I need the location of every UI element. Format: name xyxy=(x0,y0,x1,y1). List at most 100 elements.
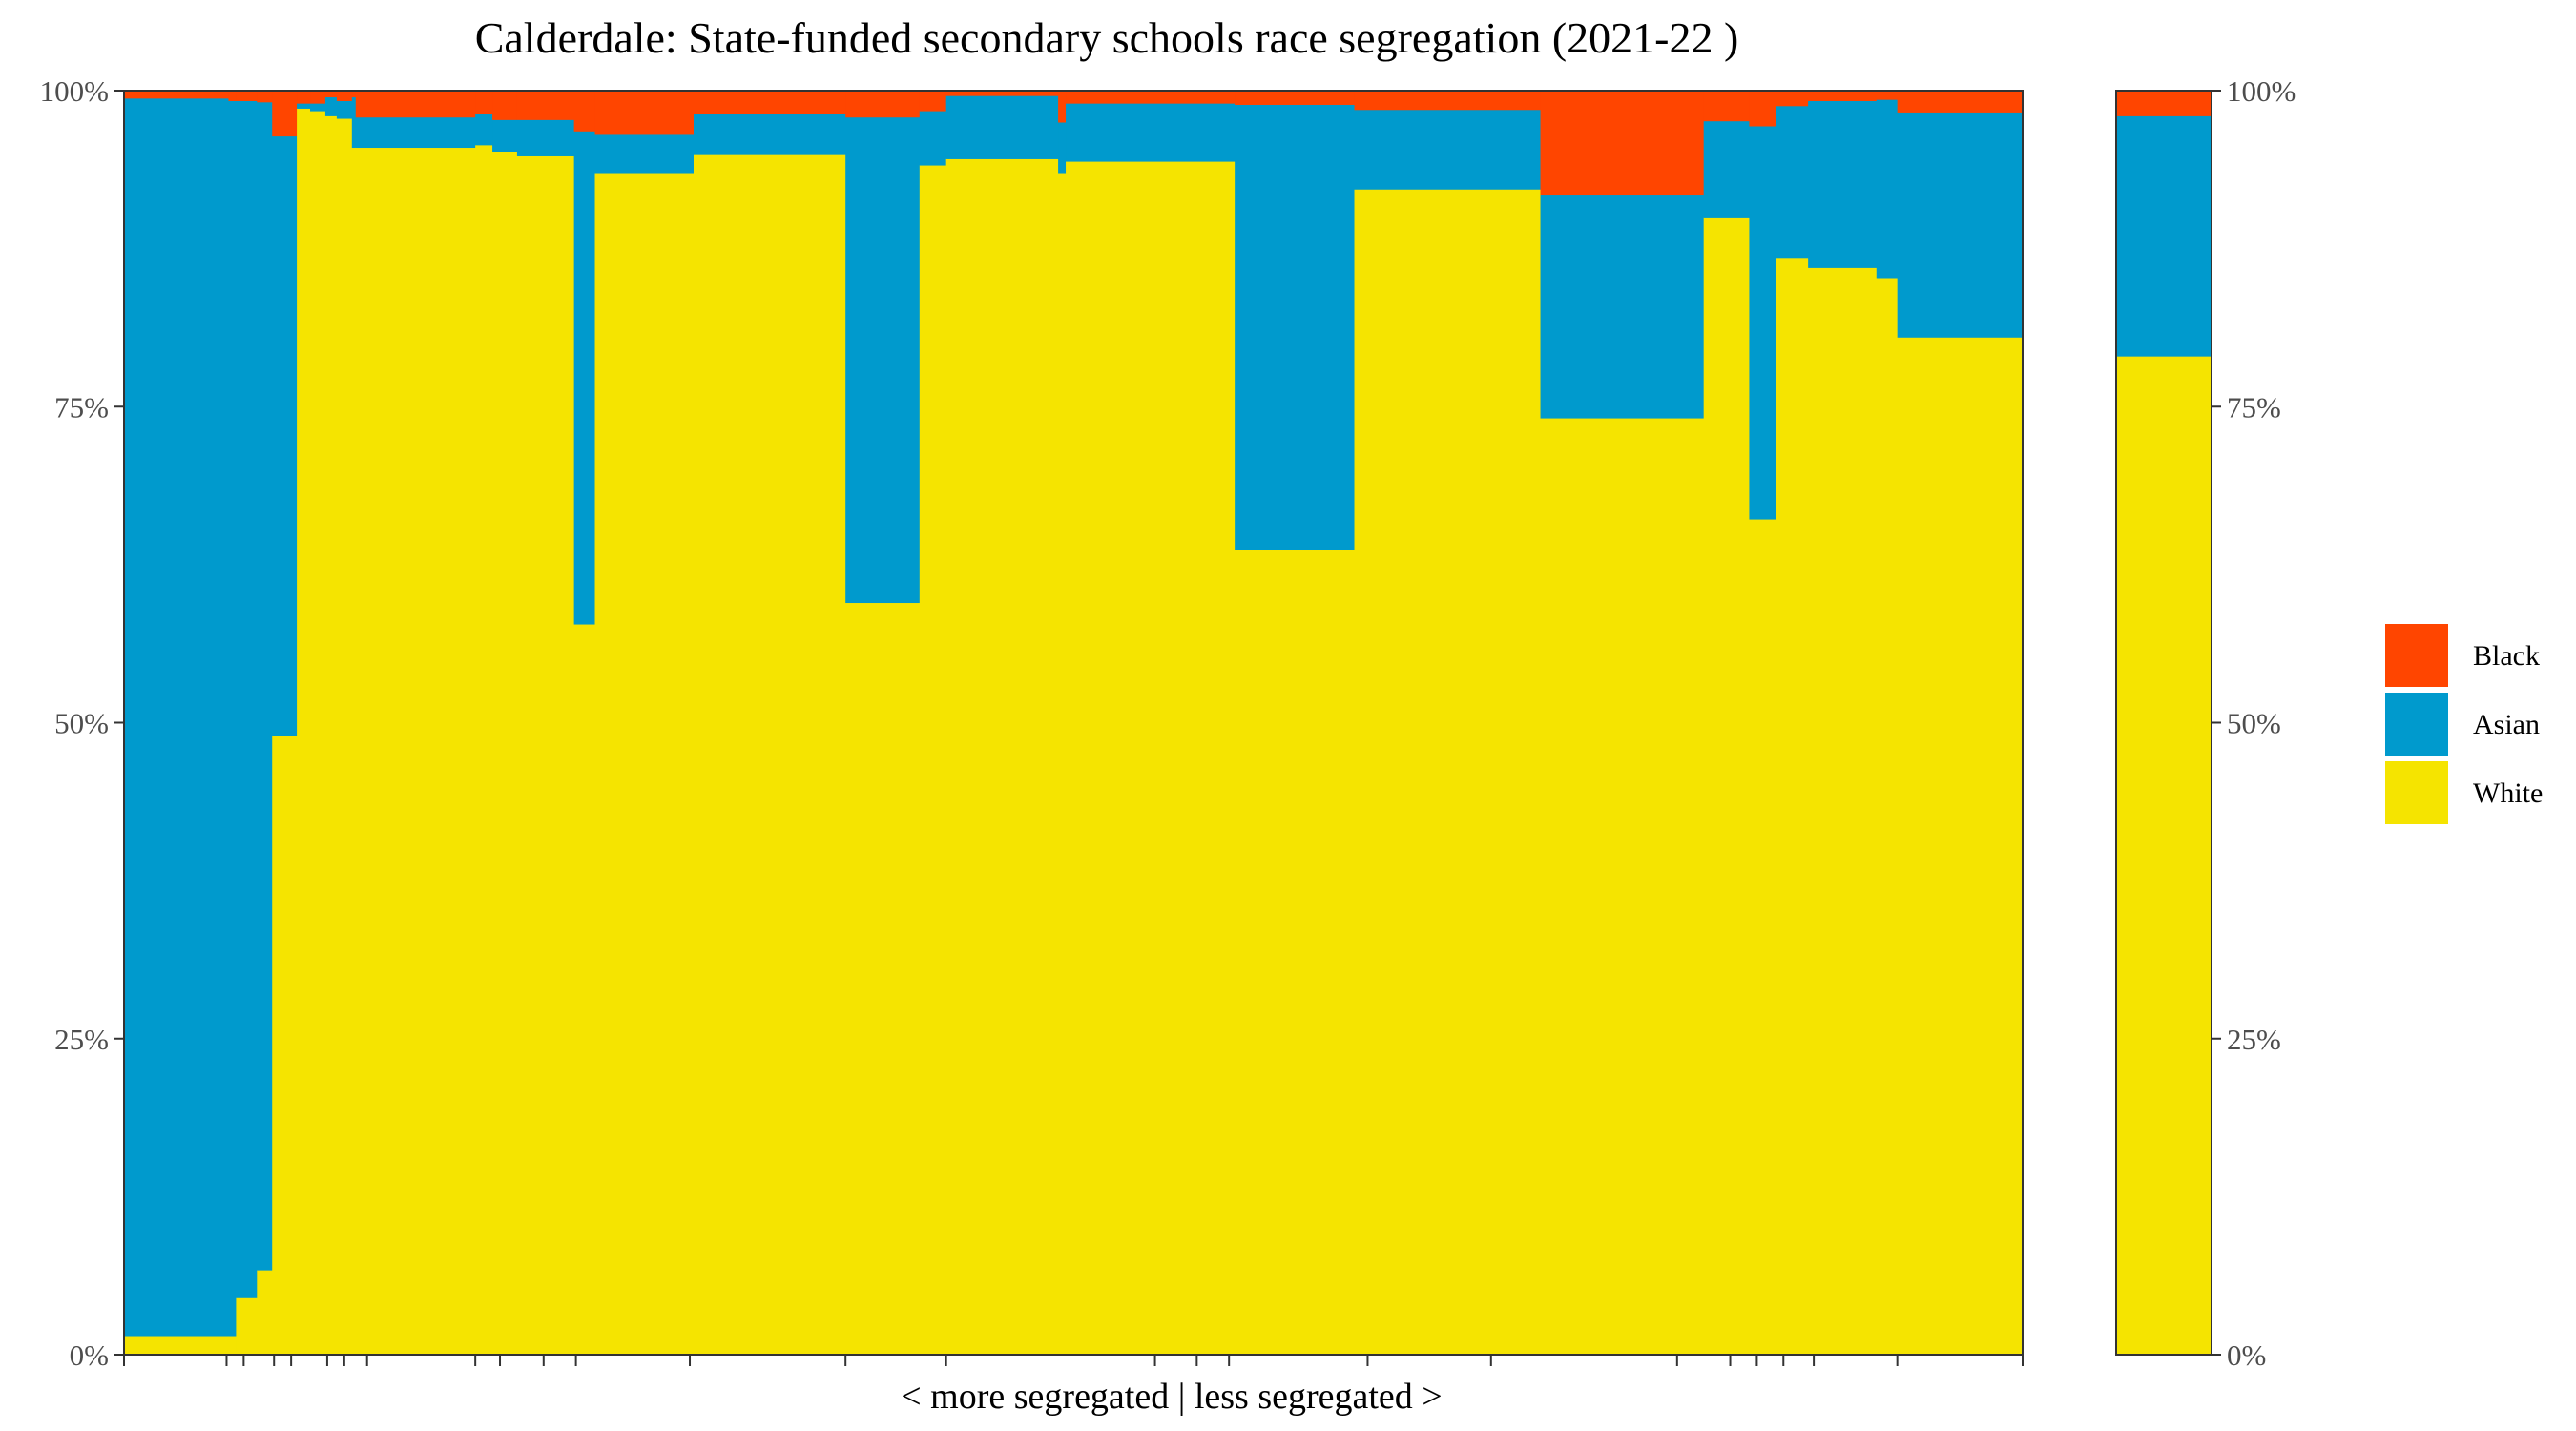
bar-segment-asian-school-15 xyxy=(573,131,596,625)
bar-segment-white-school-21 xyxy=(1058,173,1067,1356)
bar-segment-black-school-3 xyxy=(236,91,258,101)
bar-segment-white-school-22 xyxy=(1066,161,1236,1356)
y-tick-label-left-1: 25% xyxy=(54,1023,109,1056)
bar-segment-black-school-8 xyxy=(324,91,338,98)
axes: 0% 0% 25% 25% 50% 50% 75% 75% 100% 100% xyxy=(40,74,2296,1372)
bar-segment-white-school-18 xyxy=(845,602,921,1356)
bar-segment-asian-school-26 xyxy=(1703,120,1751,218)
bar-segment-black-school-9 xyxy=(336,91,353,101)
bar-segment-white-school-8 xyxy=(324,115,338,1356)
bar-segment-asian-school-23 xyxy=(1235,104,1356,550)
bar-segment-black-school-29 xyxy=(1808,91,1878,101)
chart-title: Calderdale: State-funded secondary schoo… xyxy=(475,13,1739,62)
bar-segment-white-school-15 xyxy=(573,624,596,1356)
bar-segment-asian-overall xyxy=(2116,115,2212,357)
bar-segment-white-school-23 xyxy=(1235,549,1356,1356)
bar-segment-asian-school-22 xyxy=(1066,103,1236,162)
bar-segment-asian-school-11 xyxy=(355,116,476,149)
bar-segment-asian-school-27 xyxy=(1749,126,1776,520)
y-tick-label-left-4: 100% xyxy=(40,74,109,108)
bar-segment-black-school-13 xyxy=(492,91,518,120)
bar-segment-black-school-6 xyxy=(297,91,311,104)
bar-segment-black-school-12 xyxy=(475,91,493,114)
bar-segment-white-school-30 xyxy=(1876,278,1899,1356)
legend-label-white: White xyxy=(2473,778,2543,809)
bar-segment-asian-school-13 xyxy=(492,119,518,152)
bar-segment-asian-school-20 xyxy=(945,95,1059,159)
bar-segment-black-school-5 xyxy=(272,91,298,137)
bar-segment-asian-school-2 xyxy=(228,100,238,1337)
bar-segment-white-school-26 xyxy=(1703,217,1751,1356)
bar-segment-white-school-28 xyxy=(1776,257,1809,1356)
bar-segment-black-school-4 xyxy=(257,91,273,103)
bar-segment-asian-school-5 xyxy=(272,135,298,736)
y-tick-label-left-2: 50% xyxy=(54,707,109,740)
bar-segment-white-school-20 xyxy=(945,158,1059,1356)
bar-segment-black-school-7 xyxy=(310,91,326,104)
bar-segment-asian-school-21 xyxy=(1058,122,1067,174)
bar-segment-asian-school-24 xyxy=(1354,109,1542,190)
bar-segment-white-school-12 xyxy=(475,144,493,1356)
bar-segment-asian-school-18 xyxy=(845,116,921,604)
y-tick-label-left-0: 0% xyxy=(70,1338,109,1372)
y-tick-label-right-1: 25% xyxy=(2227,1023,2281,1056)
bar-segment-asian-school-17 xyxy=(694,113,846,155)
bar-segment-black-school-21 xyxy=(1058,91,1067,123)
bar-segment-asian-school-9 xyxy=(336,100,353,119)
bar-segment-asian-school-1 xyxy=(124,97,230,1337)
legend-swatch-white xyxy=(2385,761,2448,824)
y-tick-label-right-4: 100% xyxy=(2227,74,2296,108)
bar-segment-white-school-13 xyxy=(492,151,518,1356)
bar-segment-black-school-19 xyxy=(919,91,947,112)
bar-segment-black-school-17 xyxy=(694,91,846,114)
legend-label-black: Black xyxy=(2473,640,2540,672)
bar-segment-black-school-27 xyxy=(1749,91,1776,127)
bar-segment-black-school-23 xyxy=(1235,91,1356,105)
bar-segment-asian-school-4 xyxy=(257,101,273,1271)
bar-segment-black-school-16 xyxy=(594,91,695,135)
bar-segment-asian-school-12 xyxy=(475,113,493,146)
bar-segment-black-school-28 xyxy=(1776,91,1809,107)
legend-swatch-asian xyxy=(2385,693,2448,756)
y-tick-label-right-3: 75% xyxy=(2227,390,2281,424)
plot-area-overall xyxy=(2116,91,2212,1356)
bar-segment-asian-school-3 xyxy=(236,100,258,1298)
bar-segment-white-school-1 xyxy=(124,1336,230,1356)
bar-segment-asian-school-8 xyxy=(324,96,338,116)
bar-segment-black-school-11 xyxy=(355,91,476,118)
x-axis-label: < more segregated | less segregated > xyxy=(901,1377,1442,1417)
bar-segment-asian-school-10 xyxy=(351,96,357,149)
y-tick-label-left-3: 75% xyxy=(54,390,109,424)
bar-segment-white-school-17 xyxy=(694,154,846,1356)
bar-segment-asian-school-19 xyxy=(919,111,947,166)
bar-segment-black-school-30 xyxy=(1876,91,1899,100)
bar-segment-asian-school-14 xyxy=(516,119,575,156)
bar-segment-white-school-31 xyxy=(1897,337,2024,1356)
bar-segment-black-school-22 xyxy=(1066,91,1236,104)
bar-segment-white-school-14 xyxy=(516,155,575,1356)
bar-segment-white-school-16 xyxy=(594,173,695,1356)
y-tick-label-right-2: 50% xyxy=(2227,707,2281,740)
y-tick-label-right-0: 0% xyxy=(2227,1338,2266,1372)
bar-segment-white-school-19 xyxy=(919,165,947,1356)
bar-segment-asian-school-31 xyxy=(1897,112,2024,338)
legend: Black Asian White xyxy=(2385,624,2543,824)
bar-segment-white-school-4 xyxy=(257,1270,273,1356)
bar-segment-white-overall xyxy=(2116,356,2212,1356)
bar-segment-black-overall xyxy=(2116,91,2212,116)
bar-segment-black-school-1 xyxy=(124,91,230,99)
bar-segment-black-school-25 xyxy=(1540,91,1705,196)
bar-segment-asian-school-29 xyxy=(1808,100,1878,268)
bar-segment-black-school-2 xyxy=(228,91,238,101)
bar-segment-asian-school-6 xyxy=(297,103,311,109)
bar-segment-asian-school-7 xyxy=(310,103,326,112)
bar-segment-asian-school-16 xyxy=(594,134,695,174)
bar-segment-white-school-24 xyxy=(1354,189,1542,1356)
legend-swatch-black xyxy=(2385,624,2448,687)
bar-segment-white-school-6 xyxy=(297,108,311,1356)
bar-segment-asian-school-25 xyxy=(1540,194,1705,419)
bar-segment-black-school-31 xyxy=(1897,91,2024,113)
bar-segment-asian-school-28 xyxy=(1776,105,1809,259)
bar-segment-black-school-18 xyxy=(845,91,921,118)
